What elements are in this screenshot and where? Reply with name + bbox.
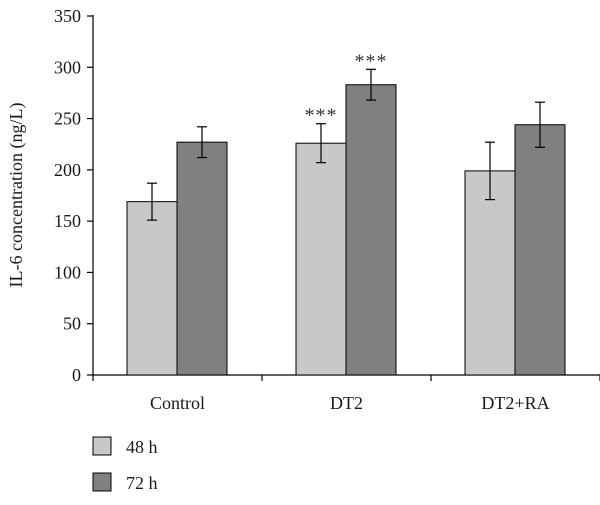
legend-swatch (92, 472, 112, 492)
legend-label: 72 h (126, 473, 158, 493)
x-category-label: DT2 (330, 393, 363, 413)
bar (514, 124, 566, 376)
bar (176, 141, 228, 376)
x-category-label: Control (150, 393, 205, 413)
bar (295, 142, 347, 376)
bars (126, 68, 566, 376)
significance-label: *** (305, 105, 338, 127)
legend-label: 48 h (126, 437, 158, 457)
y-tick-label: 100 (54, 262, 81, 282)
legend: 48 h 72 h (92, 436, 158, 493)
y-tick-label: 350 (54, 6, 81, 26)
x-category-label: DT2+RA (481, 393, 549, 413)
y-tick-label: 200 (54, 160, 81, 180)
y-axis: 0 50 100 150 200 250 300 350 (54, 6, 94, 385)
bar (126, 201, 178, 376)
x-axis: Control DT2 DT2+RA (92, 374, 600, 413)
y-axis-title: IL-6 concentration (ng/L) (6, 103, 27, 288)
y-tick-label: 50 (63, 314, 81, 334)
significance-label: *** (355, 50, 388, 72)
y-tick-label: 250 (54, 109, 81, 129)
bar (464, 170, 516, 376)
legend-swatch (92, 436, 112, 456)
y-tick-label: 300 (54, 57, 81, 77)
y-tick-label: 150 (54, 211, 81, 231)
annotations: *** *** (305, 50, 388, 127)
bar (345, 84, 397, 376)
y-tick-label: 0 (72, 365, 81, 385)
